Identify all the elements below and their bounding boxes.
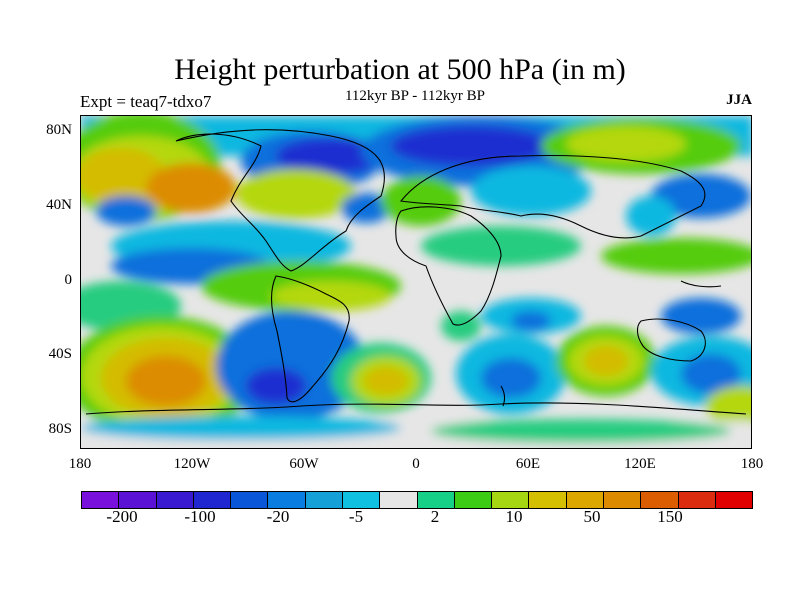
colorbar-swatch-9 — [417, 492, 455, 508]
colorbar-swatch-7 — [342, 492, 381, 508]
plot-subtitle: 112kyr BP - 112kyr BP — [344, 88, 485, 104]
lon-tick-0: 0 — [412, 456, 420, 472]
colorbar-swatch-16 — [678, 492, 716, 508]
colorbar-label-minus5: -5 — [348, 507, 364, 526]
colorbar — [81, 491, 753, 509]
plot-title: Height perturbation at 500 hPa (in m) — [174, 53, 626, 86]
colorbar-label-minus100: -100 — [184, 507, 216, 526]
lat-tick-80n: 80N — [46, 122, 72, 138]
colorbar-swatch-3 — [193, 492, 232, 508]
colorbar-swatch-14 — [603, 492, 642, 508]
lon-tick-60w: 60W — [289, 456, 319, 472]
lat-tick-40n: 40N — [46, 197, 72, 213]
colorbar-swatch-1 — [119, 492, 157, 508]
lon-tick-180e: 180 — [740, 456, 764, 472]
colorbar-swatch-11 — [492, 492, 530, 508]
colorbar-swatch-0 — [82, 492, 120, 508]
lon-tick-60e: 60E — [515, 456, 541, 472]
colorbar-swatch-4 — [231, 492, 269, 508]
colorbar-label-minus20: -20 — [266, 507, 290, 526]
colorbar-label-2: 2 — [430, 507, 440, 526]
lon-tick-180w: 180 — [68, 456, 92, 472]
colorbar-swatch-15 — [641, 492, 679, 508]
lat-tick-80s: 80S — [48, 421, 72, 437]
colorbar-label-minus200: -200 — [106, 507, 138, 526]
colorbar-swatch-5 — [268, 492, 306, 508]
lat-tick-40s: 40S — [48, 346, 72, 362]
colorbar-swatch-13 — [566, 492, 604, 508]
colorbar-label-50: 50 — [583, 507, 601, 526]
colorbar-swatch-8 — [380, 492, 418, 508]
season-label: JJA — [726, 92, 752, 108]
colorbar-swatch-17 — [715, 492, 753, 508]
colorbar-swatch-12 — [529, 492, 567, 508]
coastlines — [85, 129, 747, 415]
experiment-label: Expt = teaq7-tdxo7 — [80, 92, 212, 111]
colorbar-label-150: 150 — [657, 507, 683, 526]
colorbar-swatch-2 — [156, 492, 194, 508]
height-perturbation-map — [80, 115, 752, 449]
lon-tick-120e: 120E — [624, 456, 656, 472]
lon-tick-120w: 120W — [173, 456, 211, 472]
map-canvas — [81, 116, 751, 448]
colorbar-swatch-10 — [454, 492, 493, 508]
colorbar-label-10: 10 — [505, 507, 523, 526]
colorbar-swatch-6 — [305, 492, 343, 508]
lat-tick-0: 0 — [64, 272, 73, 288]
